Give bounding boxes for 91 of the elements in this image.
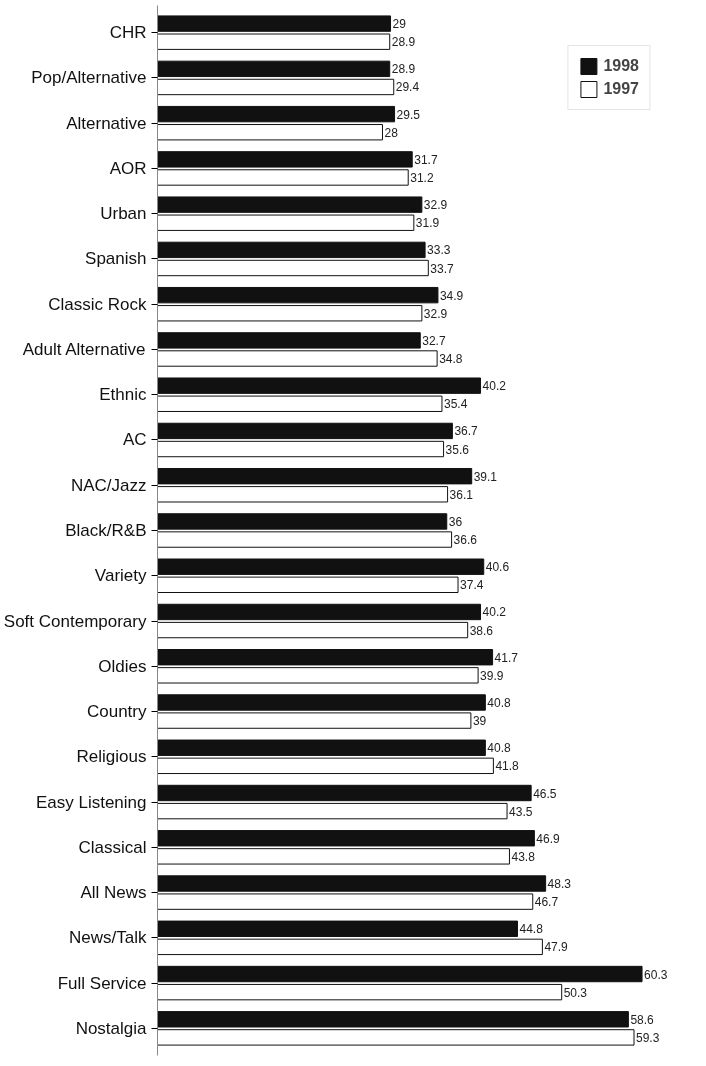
data-label: 32.7: [422, 333, 446, 348]
data-label: 32.9: [423, 306, 448, 321]
bar: [157, 603, 482, 621]
y-tick-label: Religious: [76, 747, 147, 767]
bar: [157, 105, 396, 123]
y-tick-label: NAC/Jazz: [70, 475, 147, 495]
data-label: 28.9: [391, 62, 416, 77]
data-label: 47.9: [544, 940, 569, 955]
data-label: 33.7: [430, 261, 454, 276]
y-tick-label: Easy Listening: [35, 792, 147, 812]
data-label: 43.8: [511, 849, 536, 864]
data-label: 31.2: [410, 170, 434, 185]
data-label: 32.9: [423, 198, 448, 213]
data-label: 40.2: [482, 605, 507, 620]
y-tick-label: Spanish: [85, 249, 147, 269]
y-tick-label: Ethnic: [99, 385, 147, 405]
y-tick-label: Variety: [94, 566, 147, 586]
bar: [157, 983, 563, 1001]
data-label: 34.8: [439, 352, 463, 367]
data-label: 46.9: [536, 831, 561, 846]
y-tick-label: Classical: [78, 837, 147, 857]
data-label: 28: [384, 125, 399, 140]
y-tick-label: Full Service: [57, 973, 147, 993]
data-label: 40.8: [487, 741, 512, 756]
data-label: 59.3: [636, 1030, 660, 1045]
data-label: 39: [472, 714, 487, 729]
data-label: 60.3: [644, 967, 668, 982]
data-label: 29.5: [396, 107, 421, 122]
data-label: 29.4: [395, 80, 420, 95]
data-label: 29: [392, 17, 407, 32]
data-label: 46.5: [533, 786, 557, 801]
data-label: 39.1: [473, 469, 498, 484]
data-label: 40.8: [487, 695, 512, 710]
y-tick-label: Alternative: [66, 113, 147, 133]
data-label: 39.9: [480, 668, 504, 683]
bar: [157, 739, 486, 756]
bar: [157, 60, 391, 78]
bar: [157, 124, 383, 141]
bar: [157, 259, 429, 277]
y-tick-label: Country: [86, 702, 147, 722]
bar: [157, 757, 494, 775]
y-tick-label: Pop/Alternative: [31, 68, 147, 88]
legend-label: 1997: [603, 80, 639, 98]
y-tick-label: Adult Alternative: [22, 339, 146, 359]
data-label: 28.9: [391, 35, 416, 50]
data-label: 50.3: [563, 985, 588, 1000]
data-label: 46.7: [534, 895, 559, 910]
data-label: 36: [448, 514, 463, 529]
data-label: 44.8: [519, 922, 544, 937]
data-label: 41.7: [494, 650, 519, 665]
data-label: 58.6: [630, 1012, 655, 1027]
y-tick-label: Classic Rock: [48, 294, 147, 314]
bar: [157, 440, 445, 458]
y-tick-label: Nostalgia: [75, 1018, 148, 1038]
data-label: 35.6: [445, 442, 470, 457]
legend-label: 1998: [603, 57, 639, 75]
data-label: 31.7: [414, 152, 438, 167]
data-label: 35.4: [443, 397, 468, 412]
data-label: 36.7: [454, 424, 479, 439]
y-tick-label: CHR: [109, 23, 147, 43]
bar: [157, 920, 518, 937]
data-label: 48.3: [547, 877, 572, 892]
bar: [157, 241, 426, 259]
data-label: 36.1: [449, 487, 474, 502]
bar: [157, 784, 532, 802]
data-label: 36.6: [453, 533, 478, 548]
bar: [157, 422, 453, 440]
y-tick-label: All News: [80, 883, 147, 903]
y-tick-label: Oldies: [98, 656, 147, 676]
bar: [157, 305, 423, 322]
bar: [157, 802, 508, 820]
y-tick-label: Black/R&B: [65, 521, 147, 540]
bar: [157, 965, 643, 983]
data-label: 43.5: [509, 804, 533, 819]
y-tick-label: AOR: [109, 158, 147, 178]
data-label: 40.6: [485, 560, 510, 575]
data-label: 40.2: [482, 379, 507, 394]
y-tick-label: Soft Contemporary: [3, 611, 147, 631]
bar: [157, 78, 395, 96]
bar: [157, 938, 543, 956]
bar: [157, 621, 469, 639]
y-tick-label: Urban: [100, 204, 147, 224]
data-label: 31.9: [415, 216, 440, 231]
data-label: 37.4: [460, 578, 484, 593]
bar: [157, 286, 439, 304]
data-label: 34.9: [439, 288, 464, 303]
data-label: 38.6: [469, 623, 494, 638]
data-label: 33.3: [427, 243, 451, 258]
data-label: 41.8: [495, 759, 520, 774]
y-tick-label: AC: [122, 430, 147, 450]
y-tick-label: News/Talk: [69, 928, 147, 948]
